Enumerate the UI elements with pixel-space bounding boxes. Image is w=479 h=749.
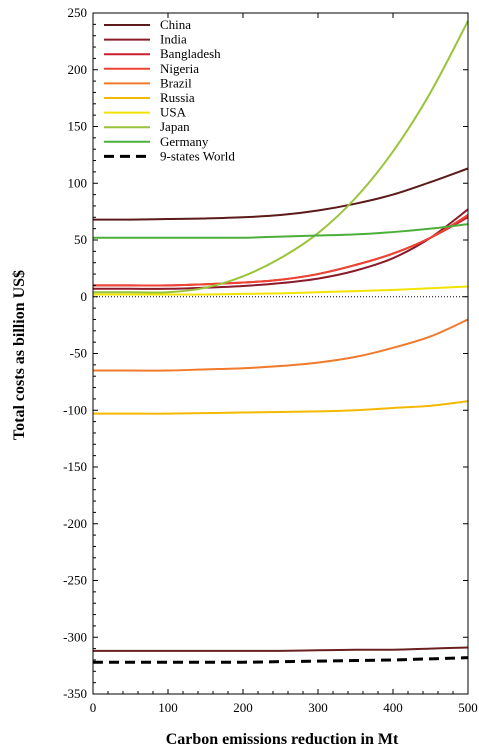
- legend: ChinaIndiaBangladeshNigeriaBrazilRussiaU…: [104, 17, 235, 163]
- x-tick-label: 200: [233, 700, 253, 715]
- legend-label-germany: Germany: [160, 134, 209, 149]
- y-tick-label: -100: [63, 402, 87, 417]
- y-tick-label: 100: [68, 175, 88, 190]
- x-tick-label: 300: [308, 700, 328, 715]
- y-tick-label: -150: [63, 459, 87, 474]
- x-axis-title: Carbon emissions reduction in Mt: [166, 731, 399, 748]
- x-tick-label: 100: [158, 700, 178, 715]
- series-line-brazil: [93, 318, 469, 372]
- y-tick-label: -200: [63, 516, 87, 531]
- legend-label-usa: USA: [160, 105, 187, 120]
- legend-label-bangladesh: Bangladesh: [160, 46, 221, 61]
- y-tick-label: 200: [68, 62, 88, 77]
- series-line-germany: [93, 223, 469, 239]
- x-tick-label: 400: [383, 700, 403, 715]
- series-line-nigeria: [93, 214, 469, 287]
- y-tick-label: 150: [68, 119, 88, 134]
- plot-frame: [92, 12, 469, 695]
- legend-label-nigeria: Nigeria: [160, 61, 199, 76]
- series-layer: [92, 20, 469, 664]
- legend-label-russia: Russia: [160, 90, 195, 105]
- y-tick-label: 50: [74, 232, 87, 247]
- y-tick-label: -350: [63, 686, 87, 701]
- y-tick-label: -300: [63, 629, 87, 644]
- series-line-japan: [93, 20, 469, 294]
- y-tick-label: -50: [70, 346, 87, 361]
- y-tick-label: 0: [81, 289, 88, 304]
- series-line-9-states-world: [93, 656, 469, 664]
- y-axis-title: Total costs as billion US$: [11, 270, 28, 440]
- axes: -350 -300 -250 -200 -150 -100 -50 0 50 100 150 200 2…: [63, 5, 478, 715]
- series-line-china: [92, 167, 469, 221]
- y-tick-label: -250: [63, 573, 87, 588]
- series-line-india: [93, 208, 469, 290]
- x-tick-label: 500: [458, 700, 478, 715]
- series-line-bangladesh: [93, 216, 469, 287]
- series-line-russia: [92, 400, 469, 415]
- series-line-unlabeled: [93, 646, 469, 652]
- x-tick-label: 0: [90, 700, 97, 715]
- series-line-usa: [93, 285, 469, 296]
- legend-label-japan: Japan: [160, 119, 190, 134]
- y-tick-label: 250: [68, 5, 88, 20]
- legend-label-brazil: Brazil: [160, 75, 192, 90]
- legend-label-9-states-world: 9-states World: [160, 148, 235, 163]
- legend-label-india: India: [160, 32, 187, 47]
- legend-label-china: China: [160, 17, 191, 32]
